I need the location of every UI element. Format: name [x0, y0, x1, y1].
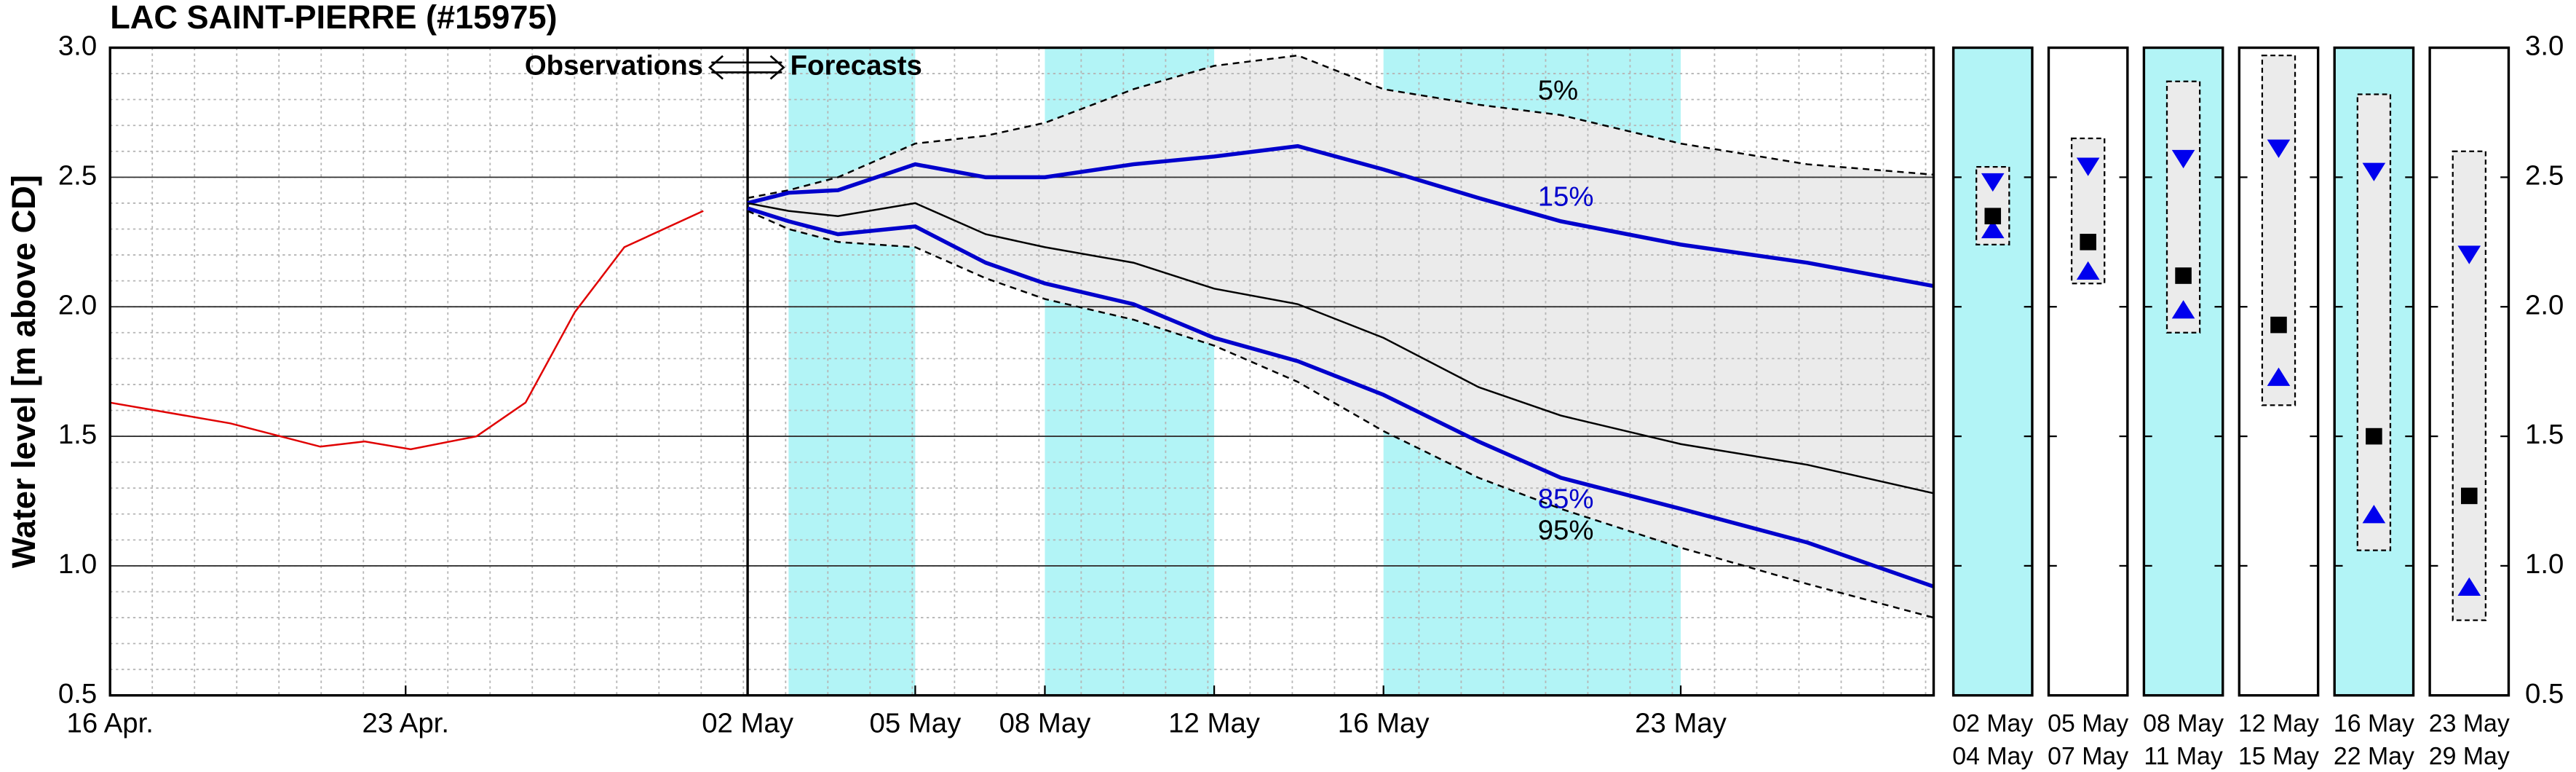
chart-title: LAC SAINT-PIERRE (#15975): [110, 0, 557, 36]
range-box: [2452, 150, 2486, 621]
median-marker: [2366, 428, 2382, 445]
background-layer: [110, 47, 2414, 696]
p15-marker: [2171, 149, 2195, 169]
series-line: [747, 202, 1934, 495]
series-label: 95%: [1538, 514, 1594, 545]
double-arrow: [708, 55, 785, 80]
y-tick-label: 0.5: [58, 678, 97, 709]
range-box: [2356, 93, 2392, 551]
y-axis-label: Water level [m above CD]: [5, 175, 42, 568]
panel-frame: [2142, 46, 2224, 697]
x-tick-label: 29 May: [2429, 742, 2510, 770]
p15-marker: [2267, 139, 2291, 158]
p85-marker: [2457, 577, 2481, 596]
x-tick-label: 11 May: [2144, 742, 2223, 770]
range-box: [2165, 80, 2201, 334]
x-tick-label: 04 May: [1952, 742, 2033, 770]
y-tick-label: 0.5: [2525, 678, 2564, 709]
x-tick-label: 22 May: [2334, 742, 2414, 770]
p85-marker: [2362, 505, 2386, 524]
panel-frame: [2428, 46, 2510, 697]
x-tick-label: 15 May: [2238, 742, 2319, 770]
p15-marker: [2457, 245, 2481, 264]
p15-marker: [2076, 157, 2100, 176]
x-tick-label: 02 May: [702, 708, 794, 739]
x-tick-label: 02 May: [1952, 709, 2033, 737]
y-tick-label: 1.0: [2525, 548, 2564, 580]
shaded-period: [788, 47, 916, 696]
p85-marker: [2076, 261, 2100, 280]
median-marker: [2461, 487, 2478, 505]
p15-marker: [2362, 162, 2386, 181]
x-tick-label: 16 Apr.: [66, 708, 153, 739]
p15-marker: [1981, 173, 2005, 192]
x-tick-label: 12 May: [2238, 709, 2319, 737]
series-label: 5%: [1538, 75, 1578, 106]
x-tick-label: 16 May: [1338, 708, 1430, 739]
annotation: Forecasts: [790, 50, 922, 82]
x-tick-label: 12 May: [1168, 708, 1261, 739]
series-label: 85%: [1538, 484, 1594, 515]
median-marker: [2080, 234, 2096, 251]
series-label: 15%: [1538, 181, 1594, 212]
series-line: [747, 143, 1934, 288]
x-tick-label: 23 May: [2429, 709, 2510, 737]
range-box: [2261, 55, 2296, 406]
series-line: [747, 54, 1934, 200]
annotation: Observations: [525, 50, 703, 82]
plot-frame: [108, 46, 1935, 697]
series-line: [747, 206, 1935, 588]
percentile-band: [748, 55, 1934, 618]
y-tick-label: 2.0: [58, 289, 97, 320]
y-tick-label: 2.0: [2525, 289, 2564, 320]
x-tick-label: 07 May: [2048, 742, 2128, 770]
x-tick-label: 16 May: [2334, 709, 2414, 737]
y-tick-label: 3.0: [58, 31, 97, 62]
panel-frame: [2333, 46, 2415, 697]
y-tick-label: 1.5: [58, 419, 97, 450]
series-line: [110, 210, 704, 451]
y-tick-label: 3.0: [2525, 31, 2564, 62]
x-tick-label: 05 May: [869, 708, 962, 739]
x-tick-label: 08 May: [2143, 709, 2224, 737]
x-tick-label: 08 May: [999, 708, 1092, 739]
y-tick-label: 2.5: [2525, 159, 2564, 191]
y-tick-label: 2.5: [58, 159, 97, 191]
x-tick-label: 05 May: [2048, 709, 2128, 737]
panel-frame: [2238, 46, 2320, 697]
p85-marker: [2171, 300, 2195, 319]
p85-marker: [1981, 219, 2005, 239]
panel-frame: [1951, 46, 2034, 697]
median-marker: [1984, 208, 2002, 224]
y-tick-label: 1.5: [2525, 419, 2564, 450]
foreground-layer: 0.5 1.0 1.5 2.0 2.5 3.0 16 Apr. 23 Apr. 02 May 05…: [58, 31, 2564, 771]
shaded-panel: [1953, 47, 2032, 696]
x-tick-label: 23 Apr.: [362, 708, 449, 739]
median-marker: [2270, 316, 2287, 334]
panel-frame: [2047, 46, 2129, 697]
series-line: [747, 210, 1934, 619]
median-marker: [2175, 267, 2192, 284]
x-tick-label: 23 May: [1635, 708, 1727, 739]
p85-marker: [2267, 367, 2291, 386]
y-tick-label: 1.0: [58, 548, 97, 580]
